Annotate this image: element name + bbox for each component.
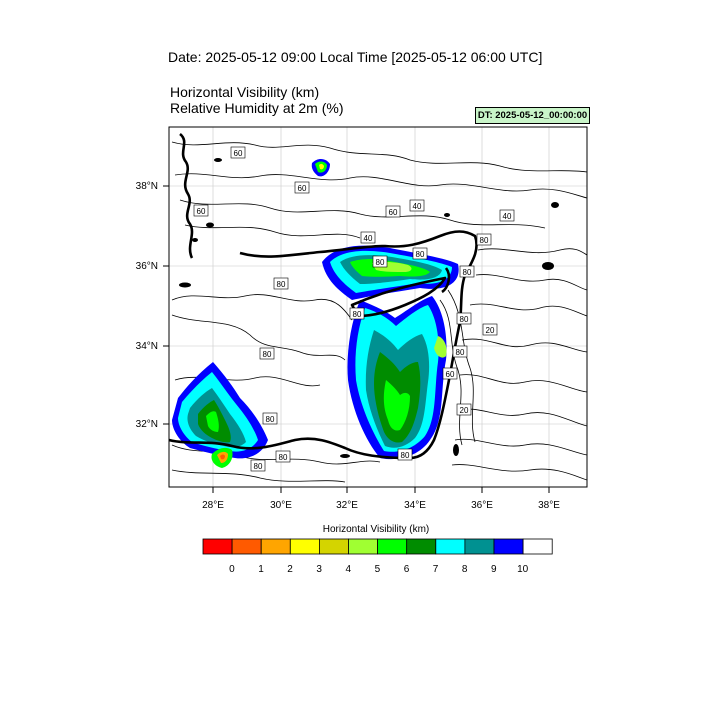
coastlines: [169, 132, 478, 460]
contour-label: 80: [476, 233, 492, 246]
contour-label: 20: [482, 323, 498, 336]
svg-text:80: 80: [254, 462, 263, 471]
lat-label-34: 34°N: [136, 341, 158, 352]
lat-label-32: 32°N: [136, 419, 158, 430]
lon-label-30: 30°E: [270, 500, 292, 511]
contour-label: 40: [360, 231, 376, 244]
colorbar-swatch: [260, 538, 291, 555]
colorbar-swatch: [231, 538, 262, 555]
contour-label: 20: [456, 403, 472, 416]
svg-text:80: 80: [460, 315, 469, 324]
map-plot-area: 60 60 80 60 40 40 40 80 80 80 80 80 80 80 80 60 20 80 20 60…: [169, 127, 587, 487]
svg-text:60: 60: [234, 149, 243, 158]
colorbar-swatch: [348, 538, 379, 555]
date-title: Date: 2025-05-12 09:00 Local Time [2025-…: [168, 49, 543, 65]
islands: [179, 158, 559, 458]
contour-label: 80: [275, 450, 291, 463]
svg-text:80: 80: [376, 258, 385, 267]
svg-text:60: 60: [197, 207, 206, 216]
contour-label: 60: [193, 204, 209, 217]
contour-label: 80: [397, 448, 413, 461]
svg-text:80: 80: [277, 280, 286, 289]
colorbar-swatch: [318, 538, 349, 555]
svg-text:80: 80: [353, 310, 362, 319]
contour-label: 80: [412, 247, 428, 260]
svg-text:20: 20: [460, 406, 469, 415]
visibility-fill-small: [311, 158, 330, 177]
contour-label: 80: [262, 412, 278, 425]
contour-label: 80: [452, 345, 468, 358]
svg-text:80: 80: [463, 268, 472, 277]
dt-badge: DT: 2025-05-12_00:00:00: [475, 107, 590, 124]
contour-label: 80: [250, 459, 266, 472]
svg-text:80: 80: [279, 453, 288, 462]
contour-label: 60: [230, 146, 246, 159]
lon-label-28: 28°E: [202, 500, 224, 511]
contour-label: 80: [349, 307, 365, 320]
contour-label: 80: [372, 255, 388, 268]
contour-label: 60: [294, 181, 310, 194]
lon-label-32: 32°E: [336, 500, 358, 511]
colorbar-label: 9: [491, 564, 497, 575]
colorbar-swatch: [202, 538, 233, 555]
variable-title-visibility: Horizontal Visibility (km): [170, 84, 320, 100]
variable-title-humidity: Relative Humidity at 2m (%): [170, 100, 344, 116]
colorbar-label: 2: [287, 564, 293, 575]
colorbar-label: 6: [403, 564, 410, 575]
svg-text:80: 80: [401, 451, 410, 460]
contour-labels: 60 60 80 60 40 40 40 80 80 80 80 80 80 80 80 60 20 80 20 60…: [193, 146, 515, 472]
contour-label: 80: [259, 347, 275, 360]
colorbar-swatch: [289, 538, 320, 555]
colorbar-swatch: [522, 538, 553, 555]
contour-label: 80: [273, 277, 289, 290]
lon-label-38: 38°E: [538, 500, 560, 511]
contour-label: 40: [409, 199, 425, 212]
svg-text:80: 80: [266, 415, 275, 424]
svg-text:40: 40: [413, 202, 422, 211]
colorbar-swatch: [406, 538, 437, 555]
contour-label: 80: [456, 312, 472, 325]
colorbar-label: 10: [517, 564, 529, 575]
svg-text:20: 20: [486, 326, 495, 335]
colorbar-label: 7: [432, 564, 439, 575]
lat-label-38: 38°N: [136, 181, 158, 192]
svg-text:80: 80: [456, 348, 465, 357]
svg-text:80: 80: [416, 250, 425, 259]
colorbar-label: 0: [229, 564, 235, 575]
colorbar-swatch: [377, 538, 408, 555]
contour-label: 60: [442, 367, 458, 380]
contour-label: 80: [459, 265, 475, 278]
visibility-fill-southeast: [347, 296, 447, 460]
lon-label-34: 34°E: [404, 500, 426, 511]
contour-label: 40: [499, 209, 515, 222]
svg-text:40: 40: [364, 234, 373, 243]
colorbar: [202, 538, 553, 555]
colorbar-swatch: [493, 538, 524, 555]
colorbar-label: 3: [316, 564, 322, 575]
colorbar-label: 8: [461, 564, 468, 575]
axis-ticks: [163, 185, 550, 493]
svg-text:80: 80: [480, 236, 489, 245]
colorbar-swatch: [464, 538, 495, 555]
svg-text:60: 60: [298, 184, 307, 193]
lat-label-36: 36°N: [136, 261, 158, 272]
colorbar-label: 5: [374, 564, 381, 575]
svg-text:40: 40: [503, 212, 512, 221]
svg-text:80: 80: [263, 350, 272, 359]
colorbar-title: Horizontal Visibility (km): [322, 524, 430, 535]
svg-text:60: 60: [389, 208, 398, 217]
contour-label: 60: [385, 205, 401, 218]
colorbar-label: 4: [345, 564, 352, 575]
colorbar-label: 1: [258, 564, 264, 575]
visibility-fill-southwest: [172, 362, 268, 468]
lon-label-36: 36°E: [471, 500, 493, 511]
plot-frame: [168, 126, 588, 488]
svg-text:60: 60: [446, 370, 455, 379]
colorbar-swatch: [435, 538, 466, 555]
